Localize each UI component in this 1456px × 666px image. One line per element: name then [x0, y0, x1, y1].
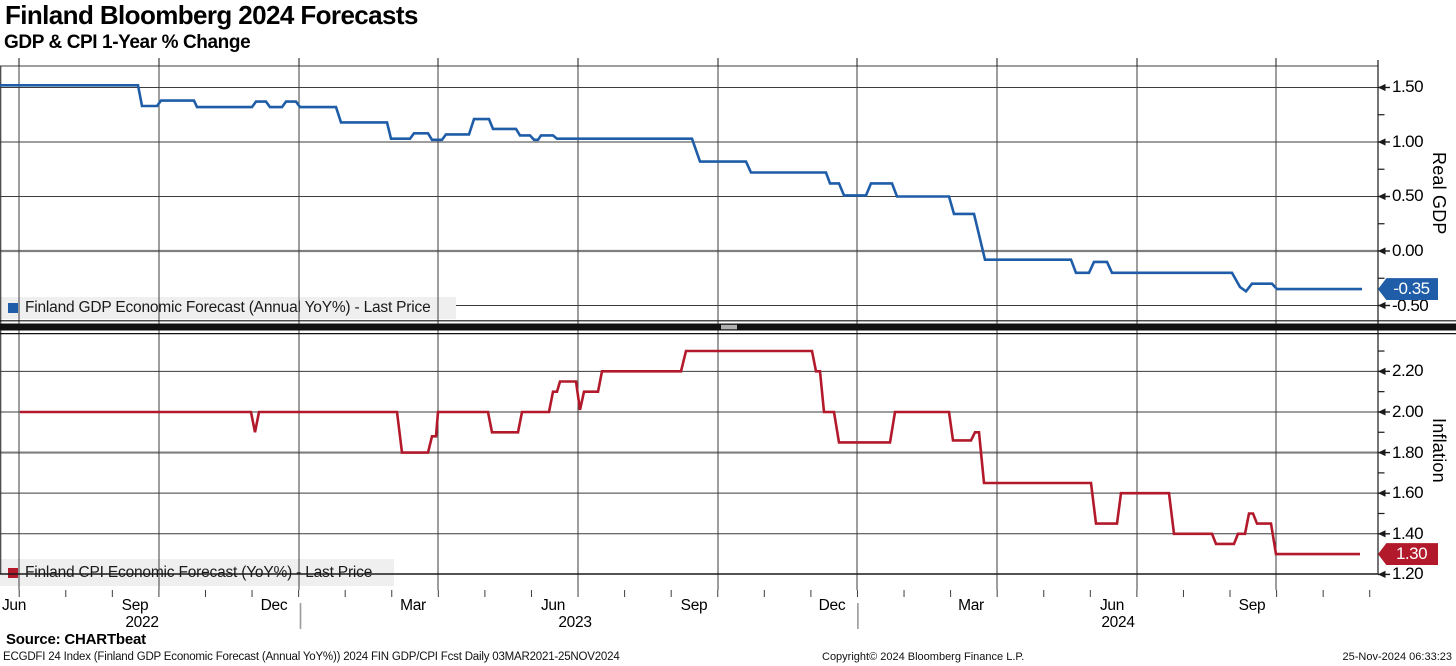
cpi-legend[interactable]: Finland CPI Economic Forecast (YoY%) - L…	[0, 559, 394, 586]
cpi-y-tick-label: 1.80	[1392, 442, 1424, 462]
y-tick-arrow-icon	[1378, 138, 1386, 146]
gdp-y-tick-label: 0.00	[1392, 240, 1424, 260]
y-tick-arrow-icon	[1378, 83, 1386, 92]
separator-drag-handle[interactable]	[721, 324, 737, 330]
y-tick-arrow-icon	[1378, 247, 1386, 255]
x-month-label: Jun	[1099, 597, 1125, 614]
footer-source: Source: CHARTbeat	[6, 631, 146, 648]
y-tick-arrow-icon	[1378, 530, 1386, 538]
cpi-series-swatch-icon	[8, 567, 18, 578]
gdp-series-line	[0, 84, 1362, 294]
gdp-legend[interactable]: Finland GDP Economic Forecast (Annual Yo…	[0, 297, 456, 319]
footer-ticker-description: ECGDFI 24 Index (Finland GDP Economic Fo…	[3, 651, 620, 663]
cpi-y-tick-label: 2.00	[1392, 401, 1424, 421]
footer-timestamp: 25-Nov-2024 06:33:23	[1342, 651, 1452, 663]
y-tick-arrow-icon	[1378, 408, 1386, 416]
cpi-y-tick-label: 2.20	[1392, 361, 1424, 381]
y-tick-arrow-icon	[1378, 367, 1386, 375]
gdp-y-tick-label: 1.00	[1392, 131, 1424, 151]
gdp-y-tick-label: 0.50	[1392, 186, 1424, 206]
cpi-axis-title: Inflation	[1429, 418, 1449, 483]
gdp-axis-title: Real GDP	[1429, 152, 1449, 235]
x-month-label: Mar	[958, 597, 984, 614]
footer-copyright: Copyright© 2024 Bloomberg Finance L.P.	[822, 651, 1025, 663]
chart-subtitle: GDP & CPI 1-Year % Change	[4, 32, 251, 53]
x-year-label: 2023	[558, 614, 592, 631]
x-month-label: Sep	[121, 597, 149, 614]
cpi-series-line	[20, 349, 1360, 556]
gdp-series-swatch-icon	[8, 303, 18, 313]
cpi-last-price-badge: 1.30	[1378, 543, 1438, 566]
y-tick-arrow-icon	[1378, 489, 1386, 497]
x-month-label: Dec	[260, 597, 288, 614]
gdp-last-price-badge: -0.35	[1378, 278, 1438, 301]
x-month-label: Mar	[400, 597, 426, 614]
cpi-y-tick-label: 1.40	[1392, 523, 1424, 543]
x-month-label: Jun	[1, 597, 27, 614]
x-month-label: Jun	[540, 597, 566, 614]
chart-title: Finland Bloomberg 2024 Forecasts	[5, 0, 418, 30]
gdp-y-tick-label: -0.50	[1392, 295, 1429, 315]
y-tick-arrow-icon	[1378, 192, 1386, 201]
x-year-label: 2024	[1101, 614, 1135, 631]
cpi-y-tick-label: 1.60	[1392, 483, 1424, 503]
y-tick-arrow-icon	[1378, 448, 1386, 457]
cpi-legend-label: Finland CPI Economic Forecast (YoY%) - L…	[25, 563, 373, 581]
gdp-legend-label: Finland GDP Economic Forecast (Annual Yo…	[25, 299, 431, 316]
x-month-label: Sep	[680, 597, 708, 614]
y-tick-arrow-icon	[1378, 570, 1386, 579]
x-year-label: 2022	[125, 614, 159, 631]
x-month-label: Dec	[818, 597, 846, 614]
x-month-label: Sep	[1238, 597, 1266, 614]
y-tick-arrow-icon	[1378, 301, 1386, 310]
gdp-y-tick-label: 1.50	[1392, 77, 1424, 97]
cpi-y-tick-label: 1.20	[1392, 564, 1424, 584]
